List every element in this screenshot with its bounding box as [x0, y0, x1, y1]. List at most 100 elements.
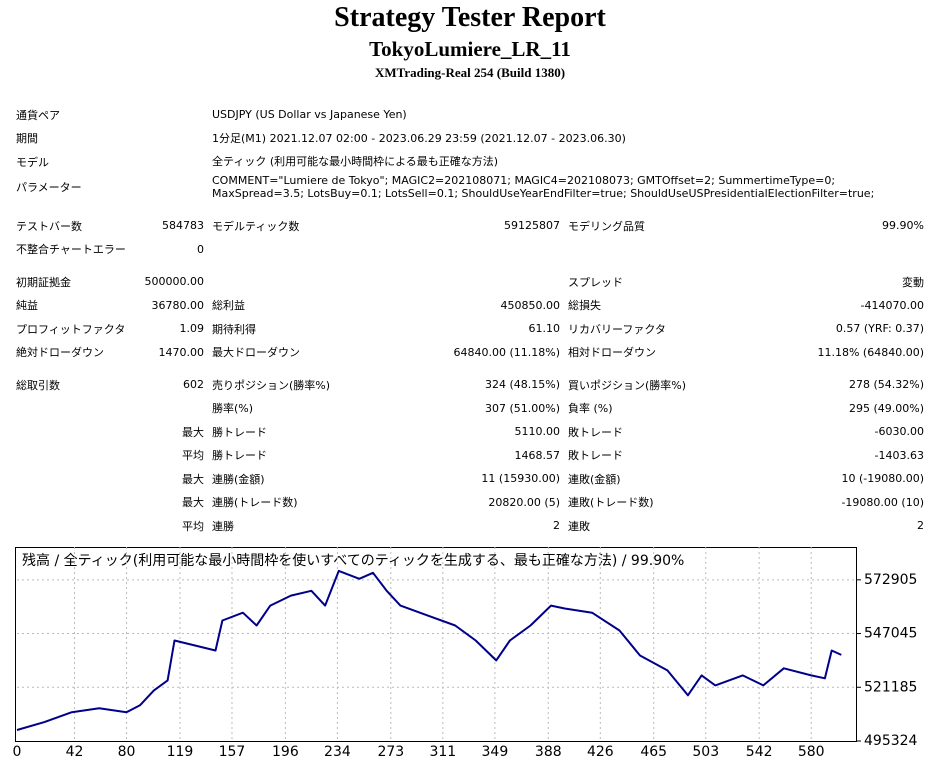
- info-value: COMMENT="Lumiere de Tokyo"; MAGIC2=20210…: [212, 173, 875, 200]
- stat-label: プロフィットファクタ: [16, 322, 126, 336]
- stat-value: 0: [197, 242, 204, 256]
- x-tick-label: 119: [167, 744, 194, 760]
- stat-value: -1403.63: [874, 448, 924, 462]
- info-label: パラメーター: [16, 180, 82, 194]
- stats-row: 最大 連勝(トレード数) 20820.00 (5) 連敗(トレード数) -19080.0…: [14, 491, 926, 515]
- stat-label: 連敗: [568, 519, 590, 533]
- x-tick-label: 273: [377, 744, 404, 760]
- stat-value: 61.10: [528, 322, 561, 336]
- info-value: 1分足(M1) 2021.12.07 02:00 - 2023.06.29 23…: [212, 131, 626, 145]
- y-tick-label: 521185: [864, 679, 917, 695]
- stat-value: 602: [183, 378, 204, 392]
- info-label: 通貨ペア: [16, 108, 60, 122]
- stat-value: -6030.00: [874, 425, 924, 439]
- stat-label: モデリング品質: [568, 219, 645, 233]
- stat-label: 初期証拠金: [16, 275, 71, 289]
- x-tick-label: 157: [219, 744, 246, 760]
- stat-label: 負率 (%): [568, 402, 613, 416]
- stat-value: 36780.00: [151, 298, 205, 312]
- stat-value: 平均: [182, 519, 204, 533]
- stat-label: 勝トレード: [212, 449, 267, 463]
- stat-label: モデルティック数: [212, 219, 300, 233]
- stat-label: 勝トレード: [212, 425, 267, 439]
- stat-label: 純益: [16, 299, 38, 313]
- stats-row: 不整合チャートエラー 0: [14, 238, 926, 262]
- server-line: XMTrading-Real 254 (Build 1380): [374, 65, 566, 80]
- stat-label: スプレッド: [568, 275, 623, 289]
- x-tick-label: 580: [798, 744, 825, 760]
- stat-label: 連勝(トレード数): [212, 496, 298, 510]
- stats-row: 総取引数 602 売りポジション(勝率%) 324 (48.15%) 買いポジション(勝…: [14, 373, 926, 397]
- stat-value: 59125807: [504, 219, 560, 233]
- stat-value: 1470.00: [158, 345, 205, 359]
- x-tick-label: 311: [429, 744, 456, 760]
- stat-value: 450850.00: [500, 298, 561, 312]
- x-tick-label: 42: [66, 744, 84, 760]
- stat-label: 買いポジション(勝率%): [568, 378, 687, 392]
- stat-value: 最大: [182, 472, 204, 486]
- info-row: 期間 1分足(M1) 2021.12.07 02:00 - 2023.06.29 …: [14, 127, 926, 151]
- stats-row: 平均 勝トレード 1468.57 敗トレード -1403.63: [14, 444, 926, 468]
- stat-value: 307 (51.00%): [484, 401, 560, 415]
- x-tick-label: 426: [587, 744, 614, 760]
- balance-line: [16, 569, 842, 731]
- stat-value: 295 (49.00%): [848, 401, 924, 415]
- stat-label: 連敗(金額): [568, 472, 621, 486]
- stat-value: 2: [553, 519, 560, 533]
- stat-label: 総利益: [212, 299, 245, 313]
- stat-value: 平均: [182, 449, 204, 463]
- stat-label: テストバー数: [16, 219, 82, 233]
- x-tick-label: 234: [324, 744, 351, 760]
- stats-row: プロフィットファクタ 1.09 期待利得 61.10 リカバリーファクタ 0.57 (YR…: [14, 317, 926, 341]
- x-tick-label: 388: [535, 744, 562, 760]
- info-label: 期間: [16, 132, 38, 146]
- stat-label: 相対ドローダウン: [568, 346, 656, 360]
- stat-label: 期待利得: [212, 322, 256, 336]
- stats-row: 絶対ドローダウン 1470.00 最大ドローダウン 64840.00 (11.18%)…: [14, 341, 926, 365]
- stat-label: 連勝: [212, 519, 234, 533]
- x-tick-label: 80: [118, 744, 136, 760]
- x-tick-label: 349: [482, 744, 509, 760]
- stat-label: 敗トレード: [568, 425, 623, 439]
- x-tick-label: 542: [746, 744, 773, 760]
- stat-value: 11 (15930.00): [481, 472, 560, 486]
- stat-label: 売りポジション(勝率%): [212, 378, 331, 392]
- stat-value: 最大: [182, 496, 204, 510]
- stat-value: 1468.57: [514, 448, 561, 462]
- plot-frame: [15, 547, 857, 742]
- stat-value: -19080.00 (10): [841, 495, 924, 509]
- stat-value: 324 (48.15%): [484, 378, 560, 392]
- stat-label: 最大ドローダウン: [212, 346, 300, 360]
- y-tick-label: 572905: [864, 572, 917, 588]
- stat-value: 20820.00 (5): [488, 495, 560, 509]
- stat-value: 584783: [162, 219, 204, 233]
- stat-value: 10 (-19080.00): [841, 472, 924, 486]
- stats-table: テストバー数 584783 モデルティック数 59125807 モデリング品質 99.90…: [14, 214, 926, 538]
- info-row: パラメーター COMMENT="Lumiere de Tokyo"; MAGIC2…: [14, 174, 926, 200]
- stat-label: 勝率(%): [212, 402, 254, 416]
- x-tick-label: 196: [272, 744, 299, 760]
- stat-label: リカバリーファクタ: [568, 322, 666, 336]
- stat-label: 連敗(トレード数): [568, 496, 654, 510]
- stat-label: 敗トレード: [568, 449, 623, 463]
- stat-value: 変動: [902, 275, 924, 289]
- info-value: USDJPY (US Dollar vs Japanese Yen): [212, 108, 407, 122]
- stats-row: 最大 連勝(金額) 11 (15930.00) 連敗(金額) 10 (-19080.00…: [14, 467, 926, 491]
- stat-label: 総取引数: [16, 378, 60, 392]
- chart-title: 残高 / 全ティック(利用可能な最小時間枠を使いすべてのティックを生成する、最も…: [22, 552, 684, 569]
- stat-value: 11.18% (64840.00): [817, 345, 924, 359]
- stat-value: 最大: [182, 425, 204, 439]
- x-tick-label: 0: [13, 744, 22, 760]
- stat-label: 絶対ドローダウン: [16, 346, 104, 360]
- stat-value: 5110.00: [514, 425, 561, 439]
- stats-row: 初期証拠金 500000.00 スプレッド 変動: [14, 270, 926, 294]
- stats-row: 勝率(%) 307 (51.00%) 負率 (%) 295 (49.00%): [14, 397, 926, 421]
- stat-label: 不整合チャートエラー: [16, 243, 126, 257]
- stat-value: 500000.00: [144, 275, 205, 289]
- info-table: 通貨ペア USDJPY (US Dollar vs Japanese Yen) 期間…: [14, 103, 926, 200]
- info-row: 通貨ペア USDJPY (US Dollar vs Japanese Yen): [14, 103, 926, 127]
- stat-label: 連勝(金額): [212, 472, 265, 486]
- stat-label: 総損失: [568, 299, 601, 313]
- x-tick-label: 465: [640, 744, 667, 760]
- stat-value: 1.09: [179, 322, 205, 336]
